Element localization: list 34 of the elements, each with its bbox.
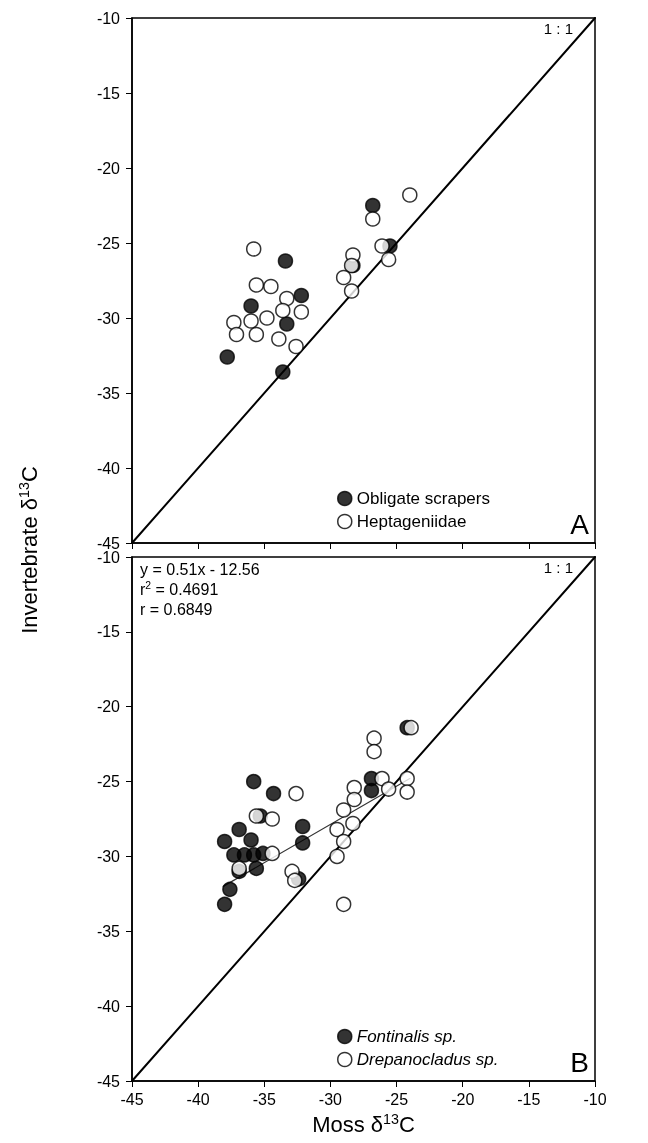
y-tick-label: -45 (96, 1072, 121, 1090)
y-tick-label: -35 (96, 922, 121, 940)
legend-label: Obligate scrapers (356, 489, 490, 508)
annotation: A (570, 509, 589, 541)
x-tick-label: -40 (186, 1090, 210, 1108)
legend-label: Fontinalis sp. (356, 1027, 457, 1046)
x-axis-title: Moss δ$^{13}$C (312, 1110, 415, 1137)
y-tick-label: -30 (96, 847, 121, 865)
annotation: y = 0.51x - 12.56 (140, 561, 260, 579)
x-tick-label: -35 (252, 1090, 276, 1108)
y-tick-label: -40 (96, 459, 121, 477)
x-tick-label: -10 (583, 1090, 607, 1108)
y-tick-label: -15 (96, 623, 121, 641)
y-tick-label: -25 (96, 773, 121, 791)
annotation: B (570, 1047, 589, 1079)
y-tick-label: -35 (96, 384, 121, 402)
x-tick-label: -45 (120, 1090, 144, 1108)
y-tick-label: -20 (96, 698, 121, 716)
annotation: r$^{2}$ = 0.4691 (140, 580, 219, 599)
y-tick-label: -15 (96, 84, 121, 102)
x-tick-label: -15 (517, 1090, 541, 1108)
y-tick-label: -20 (96, 159, 121, 177)
y-tick-label: -25 (96, 234, 121, 252)
legend-label: Heptageniidae (356, 512, 467, 531)
x-tick-label: -20 (451, 1090, 475, 1108)
annotation: 1 : 1 (543, 20, 573, 38)
y-tick-label: -10 (96, 9, 121, 27)
x-tick-label: -25 (385, 1090, 409, 1108)
x-tick-label: -30 (318, 1090, 343, 1108)
legend-label: Drepanocladus sp. (356, 1050, 499, 1069)
y-tick-label: -30 (96, 309, 121, 327)
annotation: r = 0.6849 (140, 601, 213, 619)
y-tick-label: -40 (96, 997, 121, 1015)
annotation: 1 : 1 (543, 559, 573, 577)
